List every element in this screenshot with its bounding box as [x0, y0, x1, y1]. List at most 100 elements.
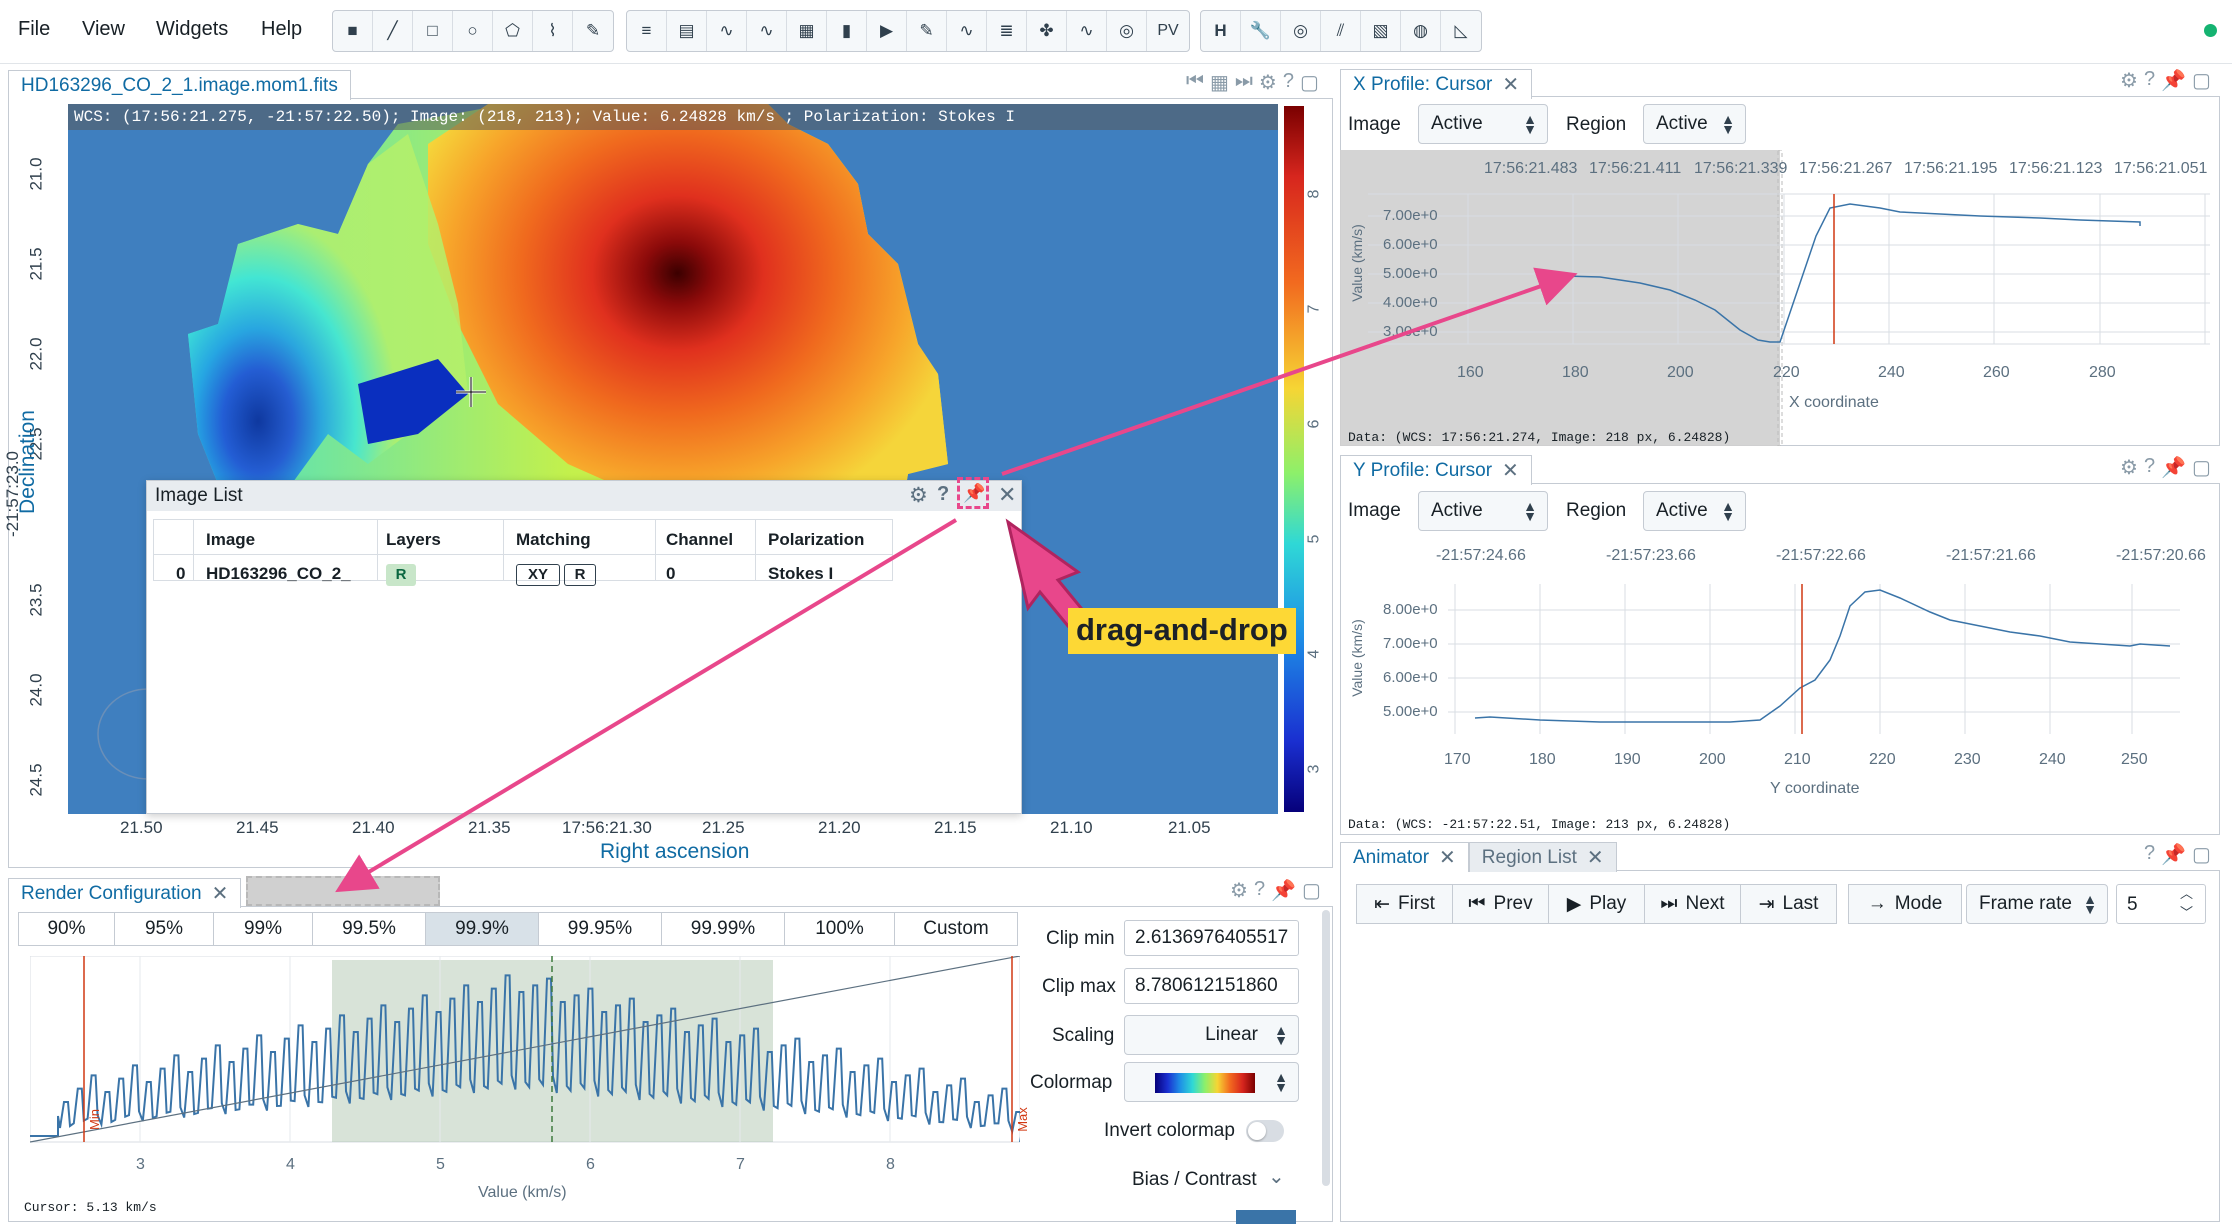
ellipse-tool-icon[interactable]: ○ — [453, 11, 493, 51]
close-icon[interactable]: ✕ — [1586, 847, 1604, 869]
cube-icon[interactable]: ✤ — [1027, 11, 1067, 51]
menu-widgets[interactable]: Widgets — [156, 18, 229, 40]
pin-icon[interactable]: 📌 — [1271, 880, 1296, 902]
percentile-button[interactable]: 99.99% — [661, 912, 785, 946]
histogram-chart[interactable] — [30, 956, 1020, 1146]
line-tool-icon[interactable]: ╱ — [373, 11, 413, 51]
chevron-down-icon[interactable]: ⌄ — [1268, 1166, 1285, 1188]
gear-icon[interactable]: ⚙ — [909, 484, 928, 507]
gear-icon[interactable]: ⚙ — [2120, 70, 2138, 92]
tab-render-config[interactable]: Render Configuration ✕ — [8, 878, 242, 908]
help-icon[interactable]: ? — [937, 483, 950, 505]
match-r-button[interactable]: R — [564, 564, 596, 586]
maximize-icon[interactable]: ▢ — [1299, 72, 1319, 94]
column-header[interactable]: Layers — [386, 530, 441, 549]
next-frame-button[interactable]: ⏭ Next — [1644, 884, 1741, 924]
region-select[interactable]: Active ▲ ▼ — [1643, 104, 1746, 144]
scaling-select[interactable]: Linear ▲ ▼ — [1124, 1015, 1299, 1055]
annotation-tool-icon[interactable]: ✎ — [585, 21, 601, 40]
tab-image-view[interactable]: HD163296_CO_2_1.image.mom1.fits — [8, 70, 351, 100]
rectangle-tool-icon[interactable]: □ — [413, 11, 453, 51]
column-header[interactable]: Channel — [666, 530, 734, 549]
tab-y-profile[interactable]: Y Profile: Cursor ✕ — [1340, 455, 1532, 485]
stepper-icon[interactable]: ︿ ﹀ — [2180, 886, 2194, 920]
maximize-icon[interactable]: ▢ — [2192, 844, 2211, 866]
help-icon[interactable]: ? — [1282, 70, 1294, 92]
image-list-header[interactable] — [147, 481, 1021, 511]
image-select[interactable]: Active ▲ ▼ — [1418, 491, 1548, 531]
close-icon[interactable]: ✕ — [998, 482, 1017, 507]
menu-view[interactable]: View — [82, 18, 125, 40]
frame-rate-input[interactable]: 5 — [2116, 884, 2206, 924]
tab-region-list[interactable]: Region List ✕ — [1468, 842, 1617, 872]
gear-icon[interactable]: ⚙ — [1230, 880, 1248, 902]
layer-list-icon[interactable]: ≡ — [627, 11, 667, 51]
tile-layout-icon[interactable]: ▦ — [1210, 72, 1229, 94]
catalog-icon[interactable]: ≣ — [987, 11, 1027, 51]
pin-icon[interactable]: 📌 — [2161, 844, 2187, 866]
gear-icon[interactable]: ⚙ — [1258, 72, 1277, 94]
play-button[interactable]: ▶ Play — [1548, 884, 1645, 924]
maximize-icon[interactable]: ▢ — [1301, 880, 1321, 902]
tab-animator[interactable]: Animator ✕ — [1340, 842, 1469, 872]
spatial-profiler-icon[interactable]: ∿ — [707, 11, 747, 51]
render-config-icon[interactable]: ✎ — [907, 11, 947, 51]
region-icon[interactable]: ◍ — [1401, 11, 1441, 51]
clip-max-input[interactable]: 8.780612151860 — [1124, 968, 1299, 1004]
mode-button[interactable]: → Mode — [1848, 884, 1962, 924]
image-list-icon[interactable]: ▤ — [667, 11, 707, 51]
histogram-icon[interactable]: ▮ — [827, 11, 867, 51]
help-icon[interactable]: ? — [2143, 455, 2156, 477]
menu-file[interactable]: File — [18, 18, 51, 40]
vector-icon[interactable]: ⫽ — [1321, 11, 1361, 51]
polygon-tool-icon[interactable]: ⬠ — [493, 11, 533, 51]
percentile-button-active[interactable]: 99.9% — [425, 912, 539, 946]
spectral-line-icon[interactable]: ◎ — [1107, 11, 1147, 51]
column-header[interactable]: Matching — [516, 530, 591, 549]
y-profile-chart[interactable] — [1340, 540, 2220, 740]
header-icon[interactable]: H — [1201, 11, 1241, 51]
raster-layer-badge[interactable]: R — [386, 564, 416, 586]
percentile-button[interactable]: 99% — [213, 912, 313, 946]
pin-icon[interactable]: 📌 — [963, 483, 986, 503]
file-icon[interactable]: ▧ — [1361, 11, 1401, 51]
scrollbar[interactable] — [1322, 910, 1330, 1186]
percentile-button[interactable]: 90% — [18, 912, 115, 946]
next-image-icon[interactable]: ⏭ — [1234, 70, 1253, 92]
prev-image-icon[interactable]: ⏮ — [1186, 70, 1204, 92]
pv-generator-button[interactable]: PV — [1157, 22, 1179, 39]
last-frame-button[interactable]: ⇥ Last — [1740, 884, 1837, 924]
help-icon[interactable]: ? — [1253, 878, 1266, 900]
pin-icon[interactable]: 📌 — [2161, 457, 2186, 479]
custom-percentile-button[interactable]: Custom — [894, 912, 1018, 946]
help-icon[interactable]: ? — [2143, 68, 2156, 90]
image-select[interactable]: Active ▲ ▼ — [1418, 104, 1548, 144]
help-icon[interactable]: ? — [2144, 842, 2156, 864]
column-header[interactable]: Image — [206, 530, 256, 549]
close-icon[interactable]: ✕ — [1439, 847, 1456, 869]
moment-icon[interactable]: ∿ — [1067, 11, 1107, 51]
animator-icon[interactable]: ▶ — [867, 11, 907, 51]
wrench-icon[interactable]: 🔧 — [1241, 11, 1281, 51]
percentile-button[interactable]: 99.95% — [538, 912, 662, 946]
close-icon[interactable]: ✕ — [211, 883, 229, 905]
match-xy-button[interactable]: XY — [516, 564, 560, 586]
stokes-icon[interactable]: ∿ — [947, 11, 987, 51]
percentile-button[interactable]: 95% — [114, 912, 214, 946]
statistics-icon[interactable]: ▦ — [787, 11, 827, 51]
maximize-icon[interactable]: ▢ — [2191, 457, 2211, 479]
colormap-select[interactable]: ▲ ▼ — [1124, 1062, 1299, 1102]
point-tool-icon[interactable]: ■ — [333, 11, 373, 51]
contour-icon[interactable]: ◎ — [1281, 11, 1321, 51]
frame-rate-select[interactable]: Frame rate ▲ ▼ — [1966, 884, 2108, 924]
menu-help[interactable]: Help — [261, 18, 303, 40]
spectral-profiler-icon[interactable]: ∿ — [747, 11, 787, 51]
color-swatch[interactable] — [1236, 1210, 1296, 1224]
gear-icon[interactable]: ⚙ — [2120, 457, 2138, 479]
distance-icon[interactable]: ◺ — [1454, 21, 1468, 40]
invert-colormap-toggle[interactable] — [1246, 1120, 1284, 1142]
percentile-button[interactable]: 99.5% — [312, 912, 426, 946]
column-header[interactable]: Polarization — [768, 530, 865, 549]
maximize-icon[interactable]: ▢ — [2191, 70, 2211, 92]
polyline-tool-icon[interactable]: ⌇ — [533, 11, 573, 51]
